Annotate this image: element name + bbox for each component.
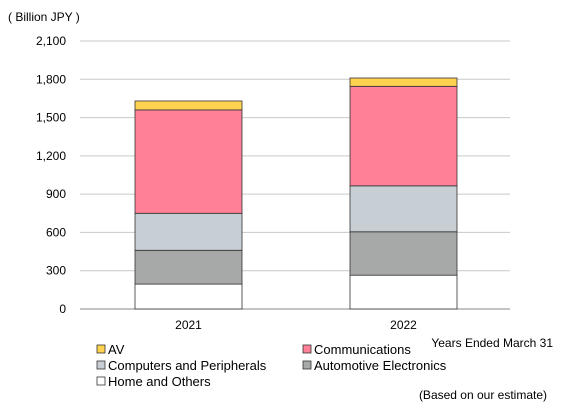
legend-item-computers-and-peripherals: Computers and Peripherals	[96, 358, 267, 373]
legend-label: Home and Others	[108, 374, 211, 389]
y-tick-label: 900	[46, 187, 66, 201]
y-tick-label: 1,200	[36, 149, 66, 163]
bar-stacks	[134, 77, 458, 310]
bar-segment-automotive-electronics-2021	[134, 249, 243, 285]
bar-segment-av-2021	[134, 100, 243, 111]
bar-segment-communications-2022	[349, 85, 458, 187]
x-tick-label: 2022	[390, 318, 417, 332]
legend-swatch	[302, 360, 312, 370]
legend-label: Automotive Electronics	[314, 358, 447, 373]
legend-item-av: AV	[96, 342, 125, 357]
x-axis-title: Years Ended March 31	[431, 336, 553, 350]
estimate-note: (Based on our estimate)	[419, 388, 547, 402]
bar-segment-av-2022	[349, 77, 458, 87]
bar-segment-communications-2021	[134, 109, 243, 214]
x-axis-ticks: 2021 2022	[175, 318, 417, 332]
legend: AV Communications Computers and Peripheral…	[96, 342, 447, 389]
bar-segment-computers-and-peripherals-2022	[349, 185, 458, 233]
legend-label: AV	[108, 342, 125, 357]
legend-swatch	[96, 360, 106, 370]
y-tick-label: 0	[59, 302, 66, 316]
legend-label: Computers and Peripherals	[108, 358, 267, 373]
y-tick-label: 1,500	[36, 111, 66, 125]
legend-item-communications: Communications	[302, 342, 411, 357]
legend-label: Communications	[314, 342, 411, 357]
bar-segment-home-and-others-2022	[349, 274, 458, 310]
y-axis-ticks: 0 300 600 900 1,200 1,500 1,800 2,100	[36, 34, 66, 316]
legend-swatch	[302, 344, 312, 354]
bar-segment-home-and-others-2021	[134, 283, 243, 310]
unit-label: ( Billion JPY )	[8, 10, 80, 24]
bar-segment-automotive-electronics-2022	[349, 231, 458, 276]
x-tick-label: 2021	[175, 318, 202, 332]
y-tick-label: 2,100	[36, 34, 66, 48]
bar-segment-computers-and-peripherals-2021	[134, 212, 243, 251]
legend-item-home-and-others: Home and Others	[96, 374, 211, 389]
legend-item-automotive-electronics: Automotive Electronics	[302, 358, 447, 373]
y-tick-label: 1,800	[36, 72, 66, 86]
legend-swatch	[96, 344, 106, 354]
legend-swatch	[96, 376, 106, 386]
y-tick-label: 300	[46, 264, 66, 278]
y-tick-label: 600	[46, 225, 66, 239]
